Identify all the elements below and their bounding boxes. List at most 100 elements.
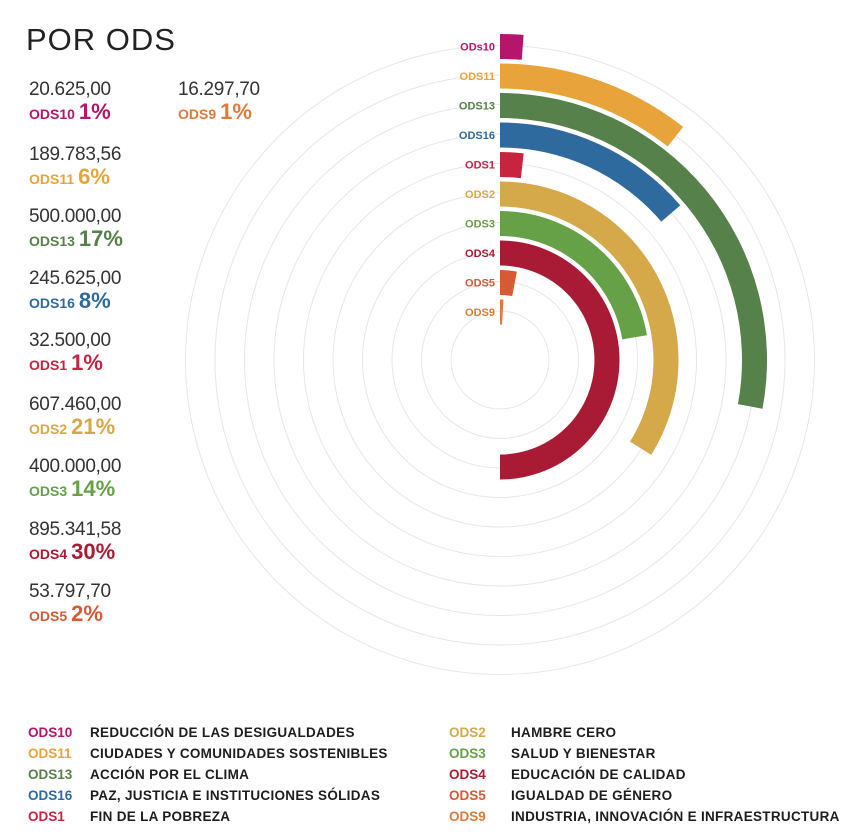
legend-code: ODS4	[449, 767, 486, 782]
radial-bar-chart: ODs10 ODS11 ODS13 ODS16 ODS1 ODS2 ODS3 ODS4 ODS5…	[185, 34, 815, 675]
stat-ods16: 245.625,00 ODS16 8%	[29, 269, 121, 312]
bar-ods5	[500, 270, 517, 297]
legend-item-ods3: ODS3 SALUD Y BIENESTAR	[449, 743, 840, 764]
legend-code: ODS5	[449, 788, 486, 803]
stat-percent: 21%	[71, 414, 116, 439]
stat-amount: 245.625,00	[29, 268, 122, 289]
legend-item-ods5: ODS5 IGUALDAD DE GÉNERO	[449, 785, 840, 806]
stat-code: ODS16	[29, 295, 75, 311]
bar-ods11	[500, 63, 684, 147]
bar-label-ods3: ODS3	[465, 219, 495, 231]
legend-item-ods1: ODS1 FIN DE LA POBREZA	[28, 806, 388, 827]
stat-code: ODS11	[29, 171, 75, 187]
legend-code: ODS3	[449, 746, 486, 761]
stat-ods10: 20.625,00 ODS10 1%	[29, 80, 111, 123]
legend-item-ods10: ODS10 REDUCCIÓN DE LAS DESIGUALDADES	[28, 722, 388, 743]
stat-amount: 189.783,56	[29, 144, 122, 165]
stat-ods4: 895.341,58 ODS4 30%	[29, 520, 121, 563]
stat-percent: 1%	[71, 350, 103, 375]
grid-ring	[450, 310, 550, 410]
stat-percent: 14%	[71, 476, 116, 501]
stat-ods1: 32.500,00 ODS1 1%	[29, 331, 111, 374]
bar-label-ods9: ODS9	[465, 307, 495, 319]
page-title: POR ODS	[26, 22, 176, 57]
legend-name: INDUSTRIA, INNOVACIÓN E INFRAESTRUCTURA	[511, 809, 840, 824]
legend-code: ODS2	[449, 725, 486, 740]
legend-code: ODS10	[28, 725, 73, 740]
bar-ods9	[500, 299, 504, 325]
stat-code-line: ODS3 14%	[29, 478, 121, 500]
bar-labels: ODs10 ODS11 ODS13 ODS16 ODS1 ODS2 ODS3 ODS4 ODS5…	[459, 42, 496, 320]
stat-amount: 16.297,70	[178, 79, 260, 100]
stat-amount: 895.341,58	[29, 519, 122, 540]
stat-code-line: ODS13 17%	[29, 228, 123, 250]
stat-code-line: ODS1 1%	[29, 352, 111, 374]
legend-item-ods9: ODS9 INDUSTRIA, INNOVACIÓN E INFRAESTRUCT…	[449, 806, 840, 827]
stat-amount: 53.797,70	[29, 581, 111, 602]
legend-item-ods16: ODS16 PAZ, JUSTICIA E INSTITUCIONES SÓLID…	[28, 785, 388, 806]
stat-percent: 8%	[78, 288, 111, 313]
stat-code: ODS4	[29, 546, 68, 562]
stat-ods5: 53.797,70 ODS5 2%	[29, 582, 111, 625]
bar-label-ods13: ODS13	[459, 101, 495, 113]
stat-code: ODS3	[29, 483, 68, 499]
stat-code: ODS13	[29, 233, 75, 249]
stat-amount: 400.000,00	[29, 456, 122, 477]
stat-ods3: 400.000,00 ODS3 14%	[29, 457, 121, 500]
legend-name: CIUDADES Y COMUNIDADES SOSTENIBLES	[90, 746, 388, 761]
bar-label-ods11: ODS11	[460, 71, 495, 83]
legend-name: HAMBRE CERO	[511, 725, 617, 740]
stat-code-line: ODS16 8%	[29, 290, 121, 312]
legend-item-ods11: ODS11 CIUDADES Y COMUNIDADES SOSTENIBLES	[28, 743, 388, 764]
bar-ods10	[500, 34, 524, 60]
legend-name: REDUCCIÓN DE LAS DESIGUALDADES	[90, 725, 355, 740]
stat-percent: 17%	[78, 226, 123, 251]
stat-ods9: 16.297,70 ODS9 1%	[178, 80, 260, 123]
legend-name: ACCIÓN POR EL CLIMA	[90, 767, 250, 782]
bar-label-ods2: ODS2	[465, 189, 495, 201]
stat-percent: 1%	[78, 99, 111, 124]
stat-code: ODS9	[178, 106, 217, 122]
legend-code: ODS16	[28, 788, 73, 803]
bar-ods3	[500, 211, 647, 340]
legend-name: PAZ, JUSTICIA E INSTITUCIONES SÓLIDAS	[90, 788, 381, 803]
bar-label-ods4: ODS4	[465, 248, 496, 260]
stat-code-line: ODS4 30%	[29, 541, 121, 563]
stat-code-line: ODS9 1%	[178, 101, 260, 123]
stat-ods11: 189.783,56 ODS11 6%	[29, 145, 121, 188]
legend-name: EDUCACIÓN DE CALIDAD	[511, 767, 686, 782]
bar-label-ods1: ODS1	[465, 160, 495, 172]
legend-name: IGUALDAD DE GÉNERO	[511, 788, 673, 803]
legend-item-ods4: ODS4 EDUCACIÓN DE CALIDAD	[449, 764, 840, 785]
stat-code: ODS5	[29, 608, 68, 624]
stat-code-line: ODS2 21%	[29, 416, 121, 438]
legend-column-right: ODS2 HAMBRE CERO ODS3 SALUD Y BIENESTAR ODS4…	[449, 722, 840, 827]
stat-code-line: ODS10 1%	[29, 101, 111, 123]
stat-ods13: 500.000,00 ODS13 17%	[29, 207, 123, 250]
legend-code: ODS13	[28, 767, 73, 782]
stat-percent: 1%	[220, 99, 252, 124]
bar-label-ods10: ODs10	[460, 42, 495, 54]
legend-column-left: ODS10 REDUCCIÓN DE LAS DESIGUALDADES ODS11…	[28, 722, 388, 827]
stat-percent: 2%	[71, 601, 103, 626]
bar-label-ods16: ODS16	[459, 130, 495, 142]
legend-code: ODS9	[449, 809, 486, 824]
stat-amount: 32.500,00	[29, 330, 111, 351]
stat-code: ODS2	[29, 421, 68, 437]
bar-ods1	[500, 152, 524, 179]
stat-percent: 30%	[71, 539, 116, 564]
stat-code: ODS10	[29, 106, 75, 122]
bar-ods2	[500, 181, 679, 455]
legend: ODS10 REDUCCIÓN DE LAS DESIGUALDADES ODS11…	[28, 722, 858, 832]
legend-item-ods13: ODS13 ACCIÓN POR EL CLIMA	[28, 764, 388, 785]
stat-amount: 20.625,00	[29, 79, 111, 100]
bar-ods13	[500, 93, 767, 409]
legend-code: ODS1	[28, 809, 65, 824]
stat-amount: 500.000,00	[29, 206, 122, 227]
bars	[500, 34, 767, 480]
stat-ods2: 607.460,00 ODS2 21%	[29, 395, 121, 438]
stat-code-line: ODS5 2%	[29, 603, 111, 625]
legend-name: FIN DE LA POBREZA	[90, 809, 231, 824]
bar-ods16	[500, 122, 681, 222]
bar-label-ods5: ODS5	[465, 278, 495, 290]
